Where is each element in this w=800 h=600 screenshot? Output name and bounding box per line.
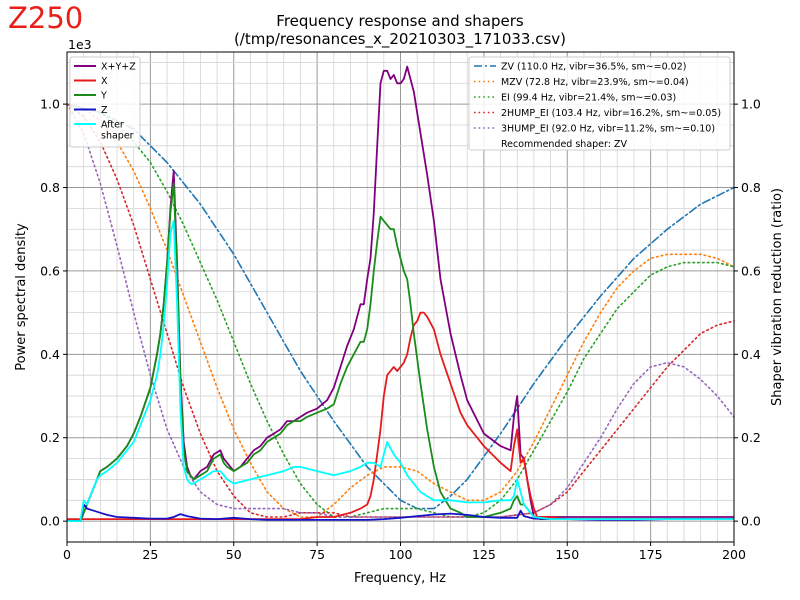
legend-label-ei: EI (99.4 Hz, vibr=21.4%, sm~=0.03) (501, 93, 676, 104)
x-tick-label: 25 (142, 547, 158, 562)
x-tick-label: 100 (389, 547, 413, 562)
y-right-tick-label: 0.2 (741, 430, 761, 445)
legend-label-after: After shaper (101, 120, 134, 142)
legend-shapers-box (468, 56, 731, 151)
shaper-line-ei (66, 103, 735, 518)
x-tick-label: 50 (226, 547, 242, 562)
y-axis-right-label: Shaper vibration reduction (ratio) (770, 188, 785, 406)
watermark-logo: Z250 (8, 1, 83, 35)
y-tick-label: 0.0 (40, 514, 60, 529)
psd-line-x (67, 311, 734, 520)
y-right-tick-label: 1.0 (741, 97, 761, 112)
y-tick-label: 0.8 (40, 180, 60, 195)
y-right-tick-label: 0.6 (741, 263, 761, 278)
y-tick-label: 0.4 (40, 347, 60, 362)
shaper-line-hump2 (66, 103, 735, 518)
y-tick-label: 0.6 (40, 263, 60, 278)
y-right-tick-label: 0.4 (741, 347, 761, 362)
chart-subtitle: (/tmp/resonances_x_20210303_171033.csv) (234, 30, 566, 49)
x-tick-label: 175 (639, 547, 663, 562)
x-tick-label: 200 (722, 547, 746, 562)
y-right-tick-label: 0.8 (741, 180, 761, 195)
x-tick-label: 75 (309, 547, 325, 562)
psd-curves (67, 65, 734, 522)
legend-recommended-note: Recommended shaper: ZV (501, 139, 627, 150)
legend-label-z: Z (101, 105, 108, 116)
x-tick-label: 150 (555, 547, 579, 562)
legend-label-hump2: 2HUMP_EI (103.4 Hz, vibr=16.2%, sm~=0.05… (501, 108, 721, 119)
legend-label-y: Y (100, 91, 107, 102)
y-tick-label: 0.2 (40, 430, 60, 445)
y-scale-label: 1e3 (68, 37, 92, 52)
x-tick-label: 0 (63, 547, 71, 562)
legend-shapers: ZV (110.0 Hz, vibr=36.5%, sm~=0.02) MZV (… (468, 56, 731, 151)
chart-title: Frequency response and shapers (276, 12, 524, 30)
y-tick-label: 1.0 (40, 97, 60, 112)
legend-label-xyz: X+Y+Z (101, 62, 136, 73)
grid (66, 52, 735, 543)
legend-label-hump3: 3HUMP_EI (92.0 Hz, vibr=11.2%, sm~=0.10) (501, 124, 715, 135)
axis-ticks: 0 25 50 75 100 125 150 175 200 0.0 0.2 0.4 0.6 0.8 1.0… (40, 97, 761, 562)
legend-label-mzv: MZV (72.8 Hz, vibr=23.9%, sm~=0.04) (501, 77, 689, 88)
psd-line-y (67, 182, 734, 522)
x-axis-label: Frequency, Hz (354, 571, 446, 586)
legend-label-x: X (101, 76, 108, 87)
psd-line-z (67, 503, 734, 522)
y-axis-label: Power spectral density (14, 223, 29, 371)
legend-psd: X+Y+Z XYZ After shaper (69, 56, 141, 148)
shaper-line-hump3 (66, 103, 735, 518)
legend-label-zv: ZV (110.0 Hz, vibr=36.5%, sm~=0.02) (501, 62, 686, 73)
y-right-tick-label: 0.0 (741, 514, 761, 529)
psd-line-after (67, 220, 734, 522)
x-tick-label: 125 (472, 547, 496, 562)
